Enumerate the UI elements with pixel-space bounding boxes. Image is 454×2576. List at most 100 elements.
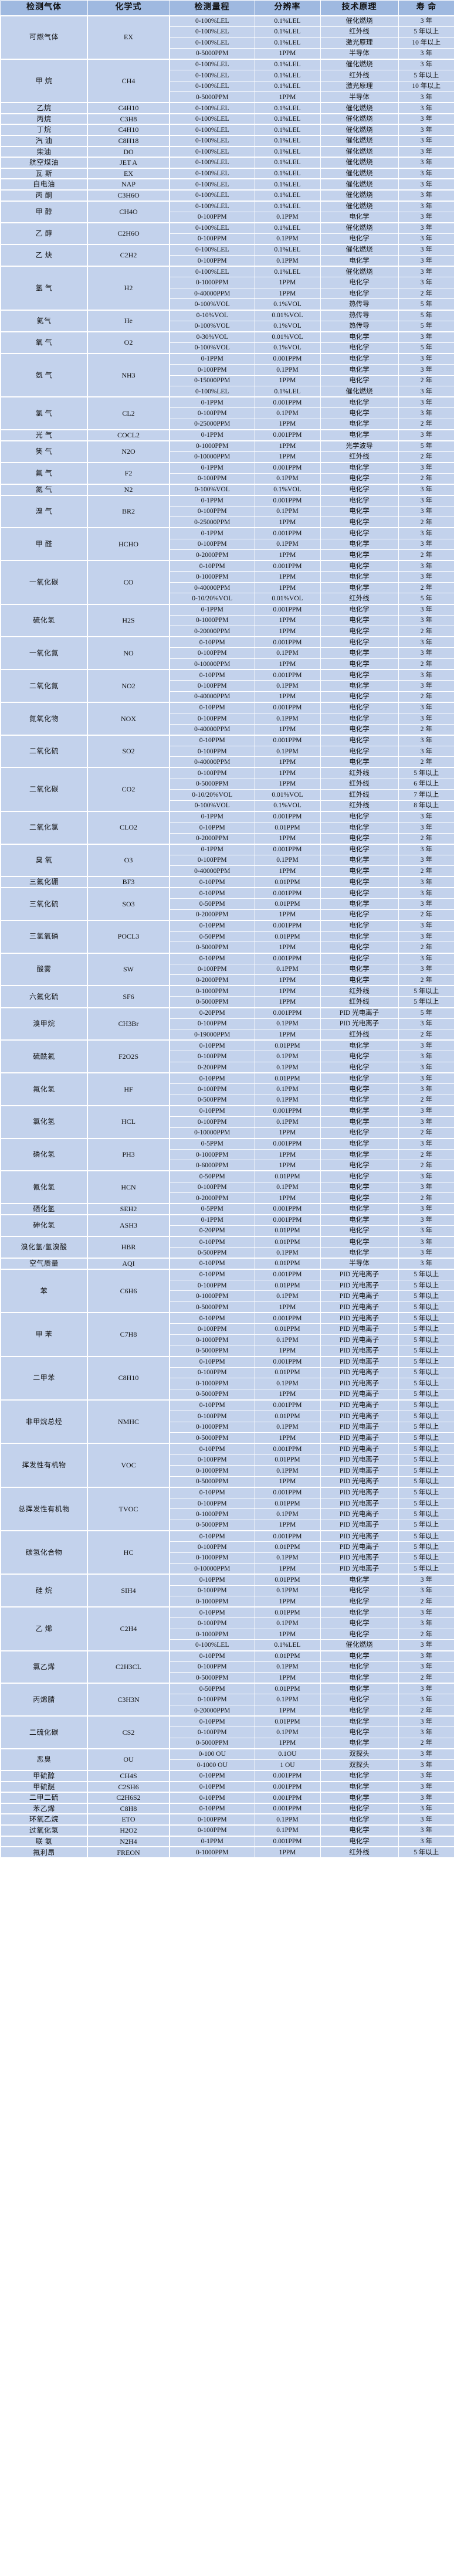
cell-technology: PID 光电离子 [320, 1552, 399, 1564]
cell-range: 0-1000PPM [169, 1334, 255, 1346]
cell-lifetime: 3 年 [398, 352, 454, 365]
cell-lifetime: 3 年 [398, 1802, 454, 1814]
cell-lifetime: 3 年 [398, 113, 454, 125]
cell-range: 0-100%LEL [169, 157, 255, 169]
table-row: 丙烷 C3H8 0-100%LEL 0.1%LEL 催化燃烧 3 年 [0, 113, 454, 125]
cell-range: 0-100%LEL [169, 386, 255, 397]
cell-technology: 电化学 [320, 680, 399, 692]
cell-resolution: 0.01PPM [254, 930, 321, 943]
cell-resolution: 0.01PPM [254, 1497, 321, 1510]
cell-range: 0-100PPM [169, 364, 255, 376]
cell-gas-name: 甲硫醚 [0, 1780, 88, 1793]
cell-lifetime: 3 年 [398, 1170, 454, 1182]
cell-range: 0-1PPM [169, 527, 255, 539]
cell-range: 0-5PPM [169, 1137, 255, 1150]
cell-gas-name: 二硫化碳 [0, 1715, 88, 1749]
table-row: 0-2000PPM 1PPM 电化学 2 年 [1, 909, 454, 921]
cell-lifetime: 3 年 [398, 1748, 454, 1760]
table-row: 航空煤油 JET A 0-100%LEL 0.1%LEL 催化燃烧 3 年 [0, 157, 454, 169]
cell-technology: 电化学 [320, 505, 399, 518]
table-row: 酸雾 SW 0-10PPM 0.001PPM 电化学 3 年 [0, 952, 454, 986]
cell-chemical-formula: SF6 [87, 985, 170, 1008]
cell-resolution: 1PPM [254, 865, 321, 877]
cell-range: 0-1PPM [169, 1835, 255, 1847]
cell-resolution: 1PPM [254, 440, 321, 452]
cell-resolution: 0.001PPM [254, 1802, 321, 1814]
cell-technology: 红外线 [320, 451, 399, 463]
cell-technology: 热传导 [320, 309, 399, 321]
cell-technology: 电化学 [320, 407, 399, 419]
cell-lifetime: 3 年 [398, 277, 454, 288]
table-row: 0-100%LEL 0.1%LEL 催化燃烧 3 年 [1, 1639, 454, 1651]
cell-lifetime: 3 年 [398, 1780, 454, 1793]
cell-resolution: 0.01%VOL [254, 309, 321, 321]
cell-resolution: 0.1PPM [254, 1585, 321, 1597]
cell-lifetime: 2 年 [398, 909, 454, 921]
cell-resolution: 1PPM [254, 549, 321, 561]
table-row: 0-5000PPM 1PPM 红外线 6 年以上 [1, 778, 454, 790]
cell-lifetime: 3 年 [398, 1062, 454, 1073]
cell-lifetime: 2 年 [398, 756, 454, 768]
cell-resolution: 0.001PPM [254, 461, 321, 474]
cell-resolution: 0.1PPM [254, 647, 321, 660]
cell-lifetime: 5 年以上 [398, 1323, 454, 1335]
table-row: 苯乙烯 C8H8 0-10PPM 0.001PPM 电化学 3 年 [0, 1802, 454, 1814]
cell-lifetime: 3 年 [398, 669, 454, 681]
cell-lifetime: 5 年以上 [398, 1411, 454, 1422]
cell-range: 0-40000PPM [169, 723, 255, 736]
cell-resolution: 0.1PPM [254, 255, 321, 267]
cell-gas-name: 航空煤油 [0, 157, 88, 169]
cell-lifetime: 5 年以上 [398, 1519, 454, 1531]
cell-technology: 电化学 [320, 691, 399, 703]
cell-lifetime: 2 年 [398, 473, 454, 485]
cell-range: 0-100%LEL [169, 15, 255, 27]
cell-lifetime: 3 年 [398, 211, 454, 223]
cell-chemical-formula: C2H4 [87, 1606, 170, 1651]
cell-technology: PID 光电离子 [320, 1464, 399, 1477]
cell-technology: 电化学 [320, 1792, 399, 1804]
table-row: 0-100%VOL 0.1%VOL 热传导 5 年 [1, 320, 454, 332]
cell-lifetime: 3 年 [398, 701, 454, 713]
cell-resolution: 0.001PPM [254, 1443, 321, 1455]
cell-range: 0-100PPM [169, 1617, 255, 1629]
cell-lifetime: 3 年 [398, 135, 454, 147]
cell-resolution: 0.1PPM [254, 963, 321, 976]
cell-lifetime: 3 年 [398, 396, 454, 409]
cell-resolution: 0.001PPM [254, 1486, 321, 1498]
cell-resolution: 0.001PPM [254, 1792, 321, 1804]
cell-gas-name: 丙 酮 [0, 189, 88, 202]
cell-technology: PID 光电离子 [320, 1432, 399, 1444]
cell-chemical-formula: HCN [87, 1170, 170, 1204]
cell-resolution: 0.1PPM [254, 1247, 321, 1259]
table-row: 0-100PPM 0.1PPM 电化学 3 年 [1, 1585, 454, 1597]
cell-range: 0-10/20%VOL [169, 789, 255, 801]
cell-resolution: 0.01%VOL [254, 789, 321, 801]
cell-resolution: 0.1%LEL [254, 37, 321, 49]
column-header-range: 检测量程 [169, 0, 255, 16]
cell-resolution: 0.01PPM [254, 1258, 321, 1270]
cell-lifetime: 5 年以上 [398, 1464, 454, 1477]
cell-technology: PID 光电离子 [320, 1443, 399, 1455]
cell-chemical-formula: HCHO [87, 527, 170, 561]
cell-range: 0-5000PPM [169, 1301, 255, 1313]
cell-lifetime: 3 年 [398, 1650, 454, 1662]
cell-resolution: 1PPM [254, 1148, 321, 1161]
cell-range: 0-100PPM [169, 1497, 255, 1510]
cell-lifetime: 2 年 [398, 1160, 454, 1171]
cell-technology: 电化学 [320, 963, 399, 976]
cell-chemical-formula: O2 [87, 331, 170, 354]
cell-technology: 电化学 [320, 1192, 399, 1204]
cell-technology: 红外线 [320, 26, 399, 38]
cell-range: 0-10000PPM [169, 1127, 255, 1139]
cell-gas-name: 瓦 斯 [0, 167, 88, 179]
cell-range: 0-100PPM [169, 1541, 255, 1553]
table-row: 0-1000PPM 1PPM 电化学 3 年 [1, 571, 454, 583]
cell-range: 0-5000PPM [169, 778, 255, 790]
cell-range: 0-50PPM [169, 898, 255, 910]
table-row: 丙 酮 C3H6O 0-100%LEL 0.1%LEL 催化燃烧 3 年 [0, 189, 454, 202]
cell-resolution: 0.1%LEL [254, 124, 321, 136]
cell-range: 0-100PPM [169, 767, 255, 779]
cell-range: 0-1000PPM [169, 440, 255, 452]
cell-range: 0-100PPM [169, 1323, 255, 1335]
cell-lifetime: 3 年 [398, 876, 454, 888]
